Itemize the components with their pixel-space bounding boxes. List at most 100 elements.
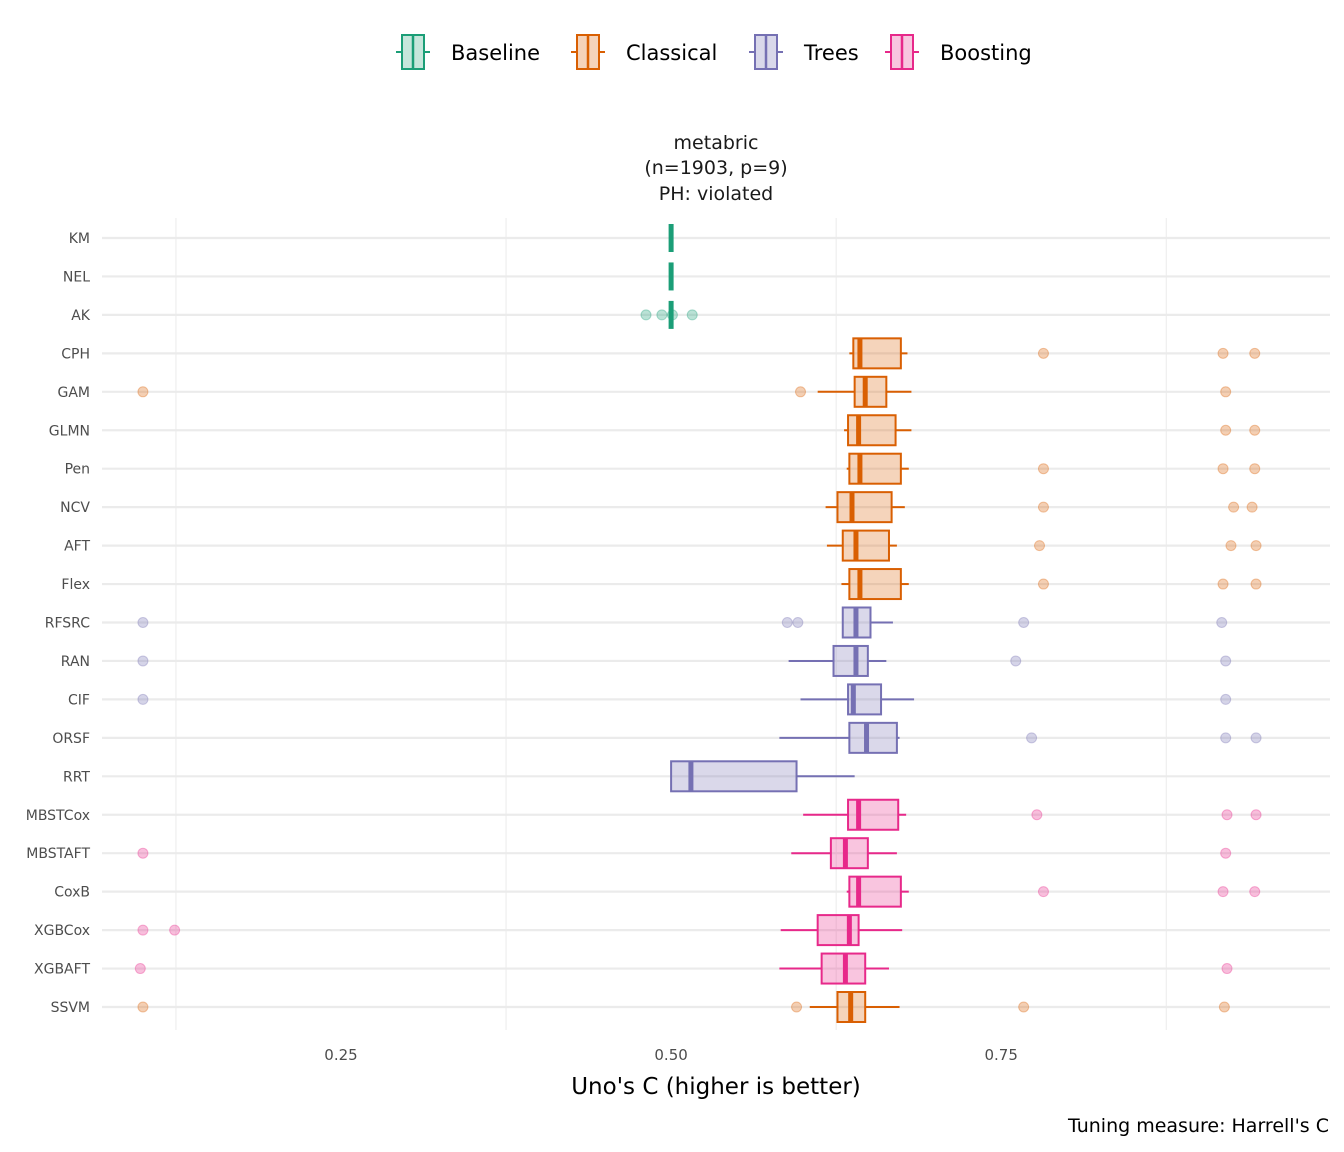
outlier-point: [1220, 732, 1232, 744]
y-tick-label: MBSTAFT: [26, 846, 90, 862]
outlier-point: [795, 386, 807, 398]
caption: Tuning measure: Harrell's C: [1067, 1115, 1329, 1137]
boxplot-pen: [846, 452, 1261, 485]
legend-label: Trees: [803, 41, 859, 65]
y-tick-label: CIF: [68, 692, 90, 708]
boxplot-cif: [137, 683, 1232, 716]
y-tick-label: Flex: [61, 577, 90, 593]
y-tick-label: XGBCox: [34, 923, 90, 939]
iqr-box: [848, 721, 898, 754]
x-axis-title: Uno's C (higher is better): [571, 1074, 861, 1100]
plot-marks: [134, 224, 1262, 1023]
iqr-box: [829, 837, 869, 870]
outlier-point: [169, 924, 181, 936]
outlier-point: [1249, 347, 1261, 359]
boxplot-coxb: [846, 875, 1261, 908]
strip-line-3: PH: violated: [659, 183, 773, 205]
outlier-point: [1221, 963, 1233, 975]
x-tick-label: 0.50: [654, 1046, 687, 1064]
outlier-point: [1037, 463, 1049, 475]
strip-line-2: (n=1903, p=9): [644, 157, 787, 179]
boxplot-mbstaft: [137, 837, 1232, 870]
outlier-point: [781, 617, 793, 628]
legend: Baseline Classical Trees Boosting: [396, 34, 1032, 70]
y-tick-label: RFSRC: [45, 616, 90, 632]
outlier-point: [1220, 424, 1232, 436]
boxplot-orsf: [779, 721, 1262, 754]
legend-item-baseline: Baseline: [396, 34, 540, 70]
x-tick-label: 0.75: [985, 1046, 1018, 1064]
boxplot-gam: [137, 375, 1232, 408]
outlier-point: [1010, 655, 1022, 667]
outlier-point: [656, 309, 668, 321]
boxplot-aft: [826, 529, 1262, 562]
outlier-point: [1228, 501, 1240, 513]
iqr-box: [841, 529, 890, 562]
facet-strip: metabric (n=1903, p=9) PH: violated: [644, 132, 787, 205]
outlier-point: [1218, 1001, 1230, 1013]
iqr-box: [832, 644, 869, 677]
legend-item-trees: Trees: [749, 34, 859, 70]
y-tick-label: KM: [69, 231, 90, 247]
outlier-point: [134, 963, 146, 975]
y-tick-label: AFT: [64, 539, 90, 555]
outlier-point: [1249, 886, 1261, 898]
outlier-point: [792, 617, 804, 628]
boxplot-ak: [640, 300, 698, 329]
y-tick-label: MBSTCox: [26, 808, 90, 824]
iqr-box: [848, 568, 902, 601]
outlier-point: [1220, 386, 1232, 398]
strip-line-1: metabric: [674, 132, 759, 154]
outlier-point: [137, 655, 149, 667]
outlier-point: [1018, 1001, 1030, 1013]
grid: [102, 218, 1330, 1030]
iqr-box: [816, 914, 860, 947]
boxplot-ncv: [825, 491, 1258, 524]
y-tick-label: ORSF: [52, 731, 90, 747]
boxplot-xgbaft: [134, 952, 1233, 985]
y-tick-label: RAN: [61, 654, 90, 670]
y-axis: KM NEL AK CPH GAM GLMN Pen NCV AFT Flex RFSRC RAN CI…: [26, 231, 91, 1016]
y-tick-label: XGBAFT: [34, 962, 90, 978]
y-tick-label: Pen: [65, 462, 90, 478]
boxplot-flex: [841, 568, 1262, 601]
outlier-point: [1250, 809, 1262, 821]
outlier-point: [1216, 617, 1228, 628]
y-tick-label: NEL: [63, 269, 90, 285]
y-tick-label: GAM: [57, 385, 90, 401]
iqr-box: [847, 798, 900, 831]
boxplot-cph: [849, 337, 1261, 370]
outlier-point: [1220, 655, 1232, 667]
outlier-point: [137, 693, 149, 705]
outlier-point: [1037, 347, 1049, 359]
outlier-point: [1037, 886, 1049, 898]
x-axis: 0.25 0.50 0.75: [324, 1046, 1018, 1064]
outlier-point: [137, 847, 149, 859]
outlier-point: [1250, 578, 1262, 590]
legend-label: Boosting: [940, 41, 1032, 65]
outlier-point: [137, 924, 149, 936]
iqr-box: [848, 452, 902, 485]
outlier-point: [1249, 424, 1261, 436]
boxplot-rrt: [670, 760, 855, 793]
boxplot-xgbcox: [137, 914, 903, 947]
y-tick-label: RRT: [63, 769, 90, 785]
outlier-point: [137, 617, 149, 628]
legend-item-classical: Classical: [571, 34, 717, 70]
outlier-point: [1031, 809, 1043, 821]
outlier-point: [640, 309, 652, 321]
y-tick-label: CoxB: [54, 885, 90, 901]
y-tick-label: AK: [71, 308, 91, 324]
outlier-point: [1250, 540, 1262, 552]
outlier-point: [791, 1001, 803, 1013]
iqr-box: [836, 491, 893, 524]
iqr-box: [853, 375, 888, 408]
outlier-point: [1018, 617, 1030, 628]
outlier-point: [1250, 732, 1262, 744]
outlier-point: [1217, 886, 1229, 898]
iqr-box: [847, 414, 897, 447]
y-tick-label: NCV: [60, 500, 90, 516]
outlier-point: [1037, 578, 1049, 590]
boxplot-ran: [137, 644, 1232, 677]
boxplot-mbstcox: [803, 798, 1262, 831]
